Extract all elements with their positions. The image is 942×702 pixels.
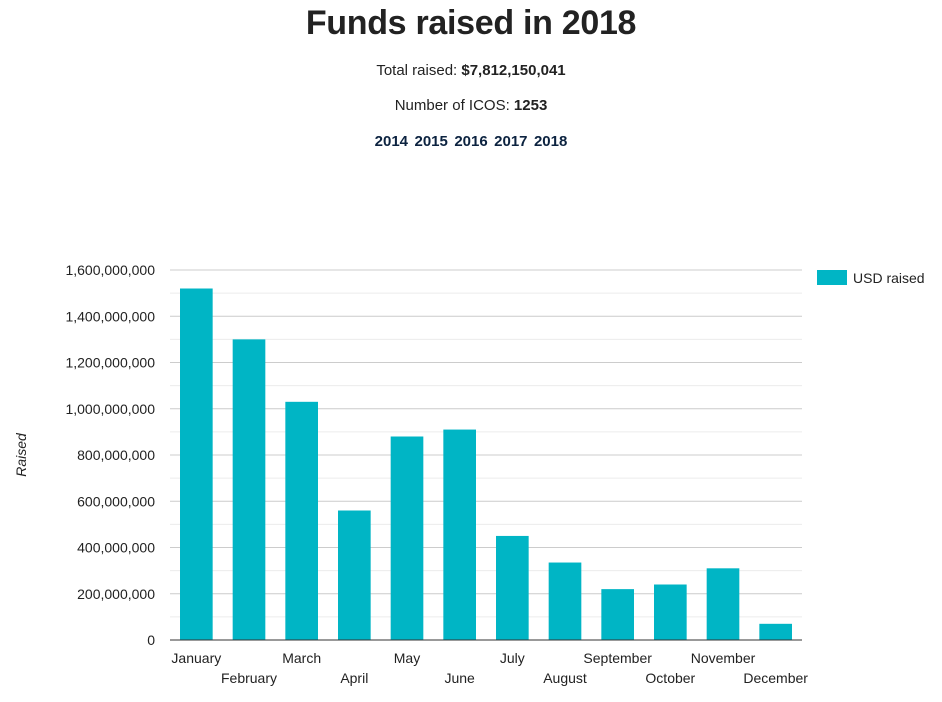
y-tick-label: 1,600,000,000 <box>65 262 155 278</box>
y-tick-label: 1,400,000,000 <box>65 308 155 324</box>
bar-september[interactable] <box>601 589 634 640</box>
x-tick-label: January <box>171 650 221 666</box>
x-tick-label: June <box>444 670 475 686</box>
bar-february[interactable] <box>232 339 266 640</box>
y-tick-label: 200,000,000 <box>77 586 155 602</box>
bar-october[interactable] <box>654 584 687 641</box>
bar-may[interactable] <box>390 436 424 641</box>
bar-june[interactable] <box>443 429 476 640</box>
x-tick-label: December <box>743 670 808 686</box>
x-tick-label: September <box>583 650 652 666</box>
x-tick-label: February <box>221 670 277 686</box>
legend-label: USD raised <box>853 270 925 286</box>
total-raised-label: Total raised: <box>376 62 458 79</box>
x-tick-label: November <box>691 650 756 666</box>
y-tick-label: 800,000,000 <box>77 447 155 463</box>
y-tick-label: 600,000,000 <box>77 493 155 509</box>
bar-december[interactable] <box>759 623 792 640</box>
total-raised: Total raised: $7,812,150,041 <box>0 62 942 79</box>
x-tick-label: May <box>394 650 420 666</box>
number-of-icos: Number of ICOS: 1253 <box>0 97 942 114</box>
chart-title: Funds raised in 2018 <box>305 4 637 42</box>
bar-july[interactable] <box>496 535 529 640</box>
year-link-2015[interactable]: 2015 <box>414 133 448 150</box>
year-link-2014[interactable]: 2014 <box>374 133 409 150</box>
x-tick-label: April <box>340 670 368 686</box>
year-link-2016[interactable]: 2016 <box>454 133 488 150</box>
y-axis-label: Raised <box>13 432 29 477</box>
x-tick-label: July <box>500 650 525 666</box>
legend: USD raised <box>817 270 925 286</box>
bar-april[interactable] <box>338 510 371 641</box>
y-tick-label: 0 <box>147 632 155 648</box>
y-tick-labels: 0 200,000,000 400,000,000 600,000,000 800,00… <box>65 262 155 648</box>
x-tick-label: October <box>645 670 695 686</box>
bar-november[interactable] <box>706 568 740 640</box>
legend-swatch <box>817 270 847 285</box>
bar-august[interactable] <box>548 562 582 640</box>
bars <box>180 288 792 641</box>
year-link-2017[interactable]: 2017 <box>494 133 528 150</box>
grid-lines <box>170 269 802 618</box>
year-link-2018[interactable]: 2018 <box>533 133 568 150</box>
bar-march[interactable] <box>285 401 318 640</box>
x-tick-label: March <box>282 650 321 666</box>
y-tick-label: 1,200,000,000 <box>65 355 155 371</box>
y-tick-label: 1,000,000,000 <box>65 401 155 417</box>
x-tick-label: August <box>543 670 587 686</box>
y-tick-label: 400,000,000 <box>77 540 155 556</box>
year-selector: 2014 2015 2016 2017 2018 <box>0 133 942 151</box>
number-of-icos-label: Number of ICOS: <box>394 97 510 114</box>
total-raised-value: $7,812,150,041 <box>461 62 566 79</box>
number-of-icos-value: 1253 <box>513 97 548 114</box>
bar-january[interactable] <box>180 288 213 641</box>
